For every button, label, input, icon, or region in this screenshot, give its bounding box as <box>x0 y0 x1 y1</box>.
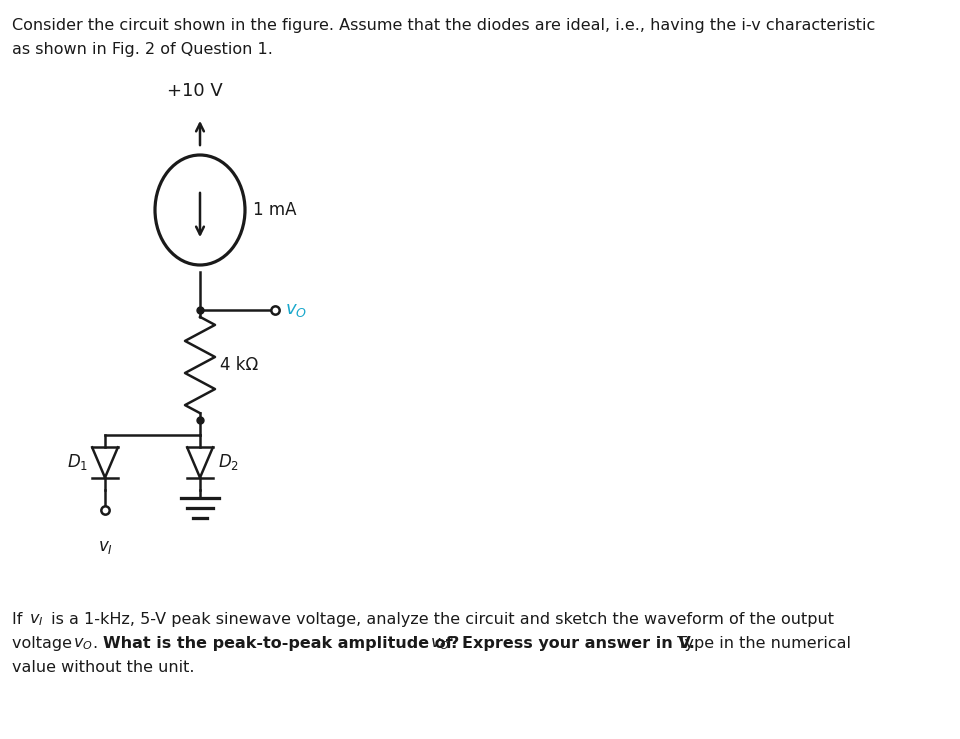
Text: $v_I$: $v_I$ <box>98 538 112 556</box>
Text: 4 kΩ: 4 kΩ <box>220 356 258 374</box>
Text: voltage: voltage <box>12 636 77 651</box>
Text: 1 mA: 1 mA <box>253 201 297 219</box>
Text: $D_1$: $D_1$ <box>67 452 88 472</box>
Text: Express your answer in V.: Express your answer in V. <box>462 636 695 651</box>
Text: +10 V: +10 V <box>167 82 223 100</box>
Text: Consider the circuit shown in the figure. Assume that the diodes are ideal, i.e.: Consider the circuit shown in the figure… <box>12 18 876 33</box>
Text: $D_2$: $D_2$ <box>218 452 239 472</box>
Text: is a 1-kHz, 5-V peak sinewave voltage, analyze the circuit and sketch the wavefo: is a 1-kHz, 5-V peak sinewave voltage, a… <box>46 612 834 627</box>
Text: ?: ? <box>450 636 465 651</box>
Text: $v_O$: $v_O$ <box>285 301 307 319</box>
Text: Type in the numerical: Type in the numerical <box>672 636 851 651</box>
Text: value without the unit.: value without the unit. <box>12 660 195 675</box>
Text: What is the peak-to-peak amplitude of: What is the peak-to-peak amplitude of <box>103 636 458 651</box>
Text: $v_I$: $v_I$ <box>29 612 43 627</box>
Text: .: . <box>93 636 104 651</box>
Text: $v_O$: $v_O$ <box>430 636 450 652</box>
Text: $v_O$: $v_O$ <box>73 636 93 652</box>
Text: as shown in Fig. 2 of Question 1.: as shown in Fig. 2 of Question 1. <box>12 42 273 57</box>
Text: If: If <box>12 612 28 627</box>
